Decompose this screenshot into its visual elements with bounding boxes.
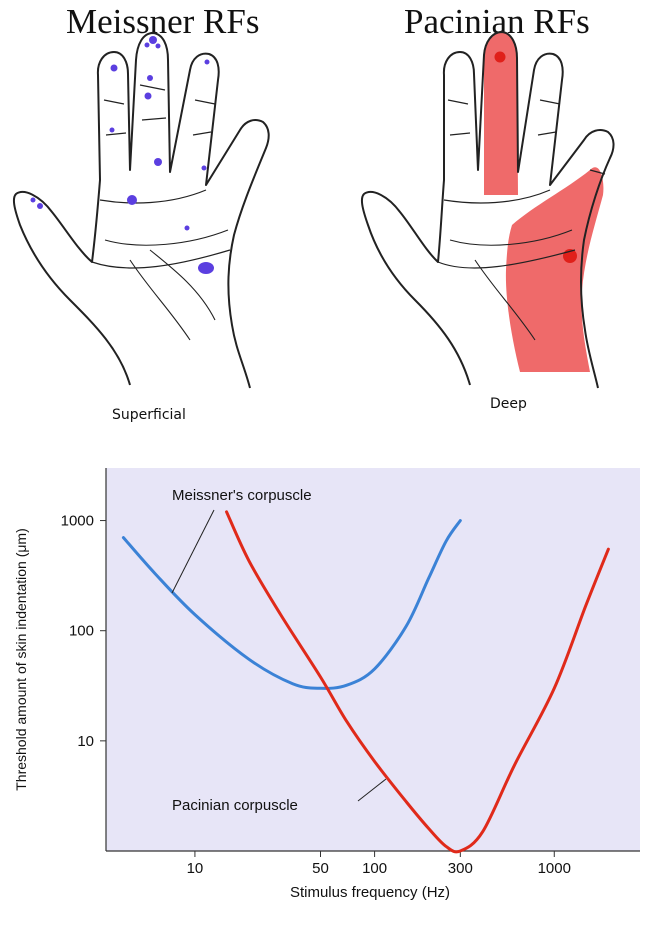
pacinian-rf-dot-finger — [494, 51, 506, 63]
x-tick-label: 1000 — [538, 860, 571, 877]
y-tick-label: 100 — [69, 623, 94, 640]
pacinian-label: Pacinian corpuscle — [172, 797, 298, 814]
meissner-rf-title: Meissner RFs — [66, 2, 260, 41]
meissner-curve — [121, 519, 462, 690]
threshold-frequency-chart: 10 50 100 300 1000 10 100 1000 Stimulus frequenc… — [13, 468, 640, 901]
deep-caption: Deep — [490, 396, 527, 412]
meissner-receptive-fields — [30, 36, 214, 274]
pacinian-curve — [225, 510, 610, 854]
right-hand-drawing — [360, 31, 615, 389]
meissner-label: Meissner's corpuscle — [172, 487, 312, 504]
x-axis-title: Stimulus frequency (Hz) — [290, 884, 450, 901]
y-tick-label: 1000 — [61, 513, 94, 530]
labels-layer: Meissner's corpuscle Pacinian corpuscle — [171, 487, 387, 814]
series-layer — [121, 510, 610, 854]
hand-illustrations — [12, 31, 615, 389]
pacinian-leader-line — [357, 778, 387, 802]
x-tick-label: 10 — [187, 860, 204, 877]
left-hand-drawing — [12, 32, 270, 389]
superficial-caption: Superficial — [112, 407, 186, 423]
axes: 10 50 100 300 1000 10 100 1000 Stimulus frequenc… — [13, 468, 640, 901]
x-tick-label: 300 — [448, 860, 473, 877]
y-tick-label: 10 — [77, 733, 94, 750]
plot-area — [106, 468, 640, 851]
meissner-leader-line — [171, 509, 215, 594]
x-tick-label: 50 — [312, 860, 329, 877]
x-tick-label: 100 — [362, 860, 387, 877]
pacinian-receptive-fields — [484, 32, 604, 372]
y-axis-title: Threshold amount of skin indentation (μm… — [13, 528, 29, 791]
